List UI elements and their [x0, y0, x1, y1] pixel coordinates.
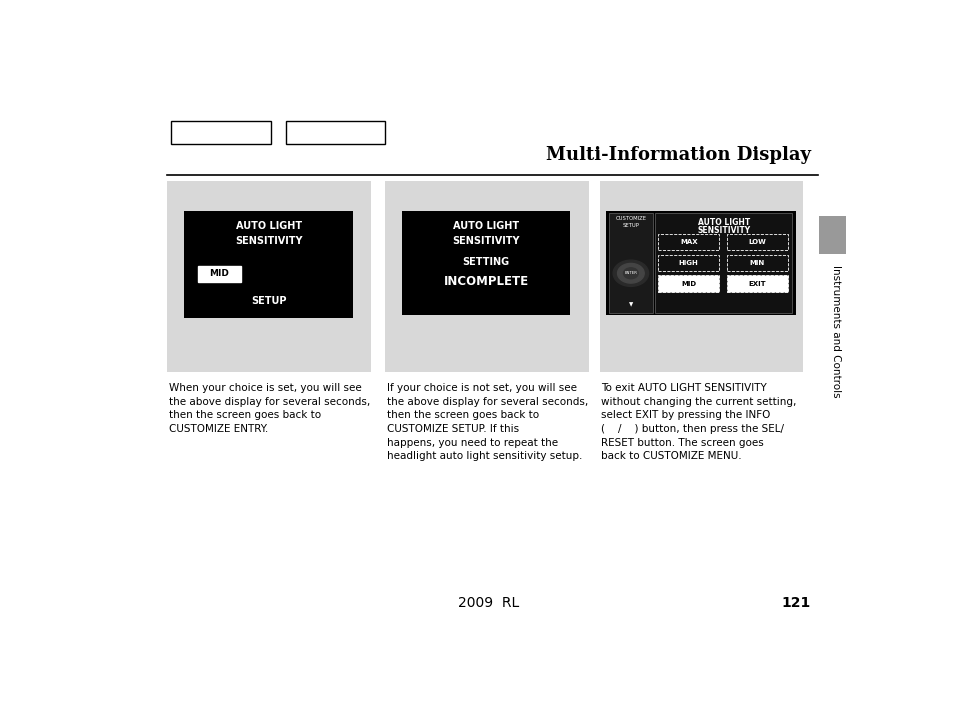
Text: SENSITIVITY: SENSITIVITY [234, 236, 302, 246]
Bar [726, 275, 787, 292]
Circle shape [613, 260, 648, 286]
Text: LOW: LOW [747, 239, 765, 245]
Text: SETUP: SETUP [251, 295, 286, 305]
Text: Instruments and Controls: Instruments and Controls [830, 265, 840, 398]
Text: ▼: ▼ [628, 302, 633, 307]
Bar [184, 211, 353, 317]
Text: AUTO LIGHT: AUTO LIGHT [697, 217, 749, 226]
Text: SENSITIVITY: SENSITIVITY [697, 226, 749, 235]
Text: 2009  RL: 2009 RL [457, 596, 519, 611]
Circle shape [623, 268, 638, 279]
Text: MID: MID [680, 280, 696, 287]
Text: AUTO LIGHT: AUTO LIGHT [235, 221, 301, 231]
Bar [655, 213, 791, 312]
Text: To exit AUTO LIGHT SENSITIVITY
without changing the current setting,
select EXIT: To exit AUTO LIGHT SENSITIVITY without c… [600, 383, 796, 462]
Text: SENSITIVITY: SENSITIVITY [452, 236, 519, 246]
Text: 121: 121 [781, 596, 810, 611]
Circle shape [617, 263, 643, 283]
Text: Multi-Information Display: Multi-Information Display [545, 146, 810, 165]
Bar [401, 211, 570, 315]
Bar [658, 275, 719, 292]
Text: If your choice is not set, you will see
the above display for several seconds,
t: If your choice is not set, you will see … [387, 383, 588, 462]
Bar [658, 255, 719, 271]
Text: SETTING: SETTING [462, 258, 509, 268]
Text: When your choice is set, you will see
the above display for several seconds,
the: When your choice is set, you will see th… [169, 383, 370, 434]
Bar [599, 181, 802, 372]
Text: MID: MID [209, 269, 229, 278]
Bar [819, 217, 845, 253]
Bar [171, 121, 271, 143]
Text: AUTO LIGHT: AUTO LIGHT [453, 221, 518, 231]
Bar [197, 266, 240, 282]
Text: SETUP: SETUP [621, 223, 639, 228]
Text: MAX: MAX [679, 239, 697, 245]
Text: INCOMPLETE: INCOMPLETE [443, 275, 528, 288]
Bar [285, 121, 385, 143]
Text: EXIT: EXIT [747, 280, 765, 287]
Bar [726, 234, 787, 251]
Text: CUSTOMIZE: CUSTOMIZE [615, 217, 646, 222]
Bar [167, 181, 371, 372]
Bar [658, 234, 719, 251]
Bar [726, 255, 787, 271]
Bar [605, 211, 796, 315]
Text: MIN: MIN [749, 260, 764, 266]
Text: ENTER: ENTER [624, 271, 637, 275]
Bar [608, 213, 653, 312]
Text: HIGH: HIGH [679, 260, 698, 266]
Bar [385, 181, 588, 372]
